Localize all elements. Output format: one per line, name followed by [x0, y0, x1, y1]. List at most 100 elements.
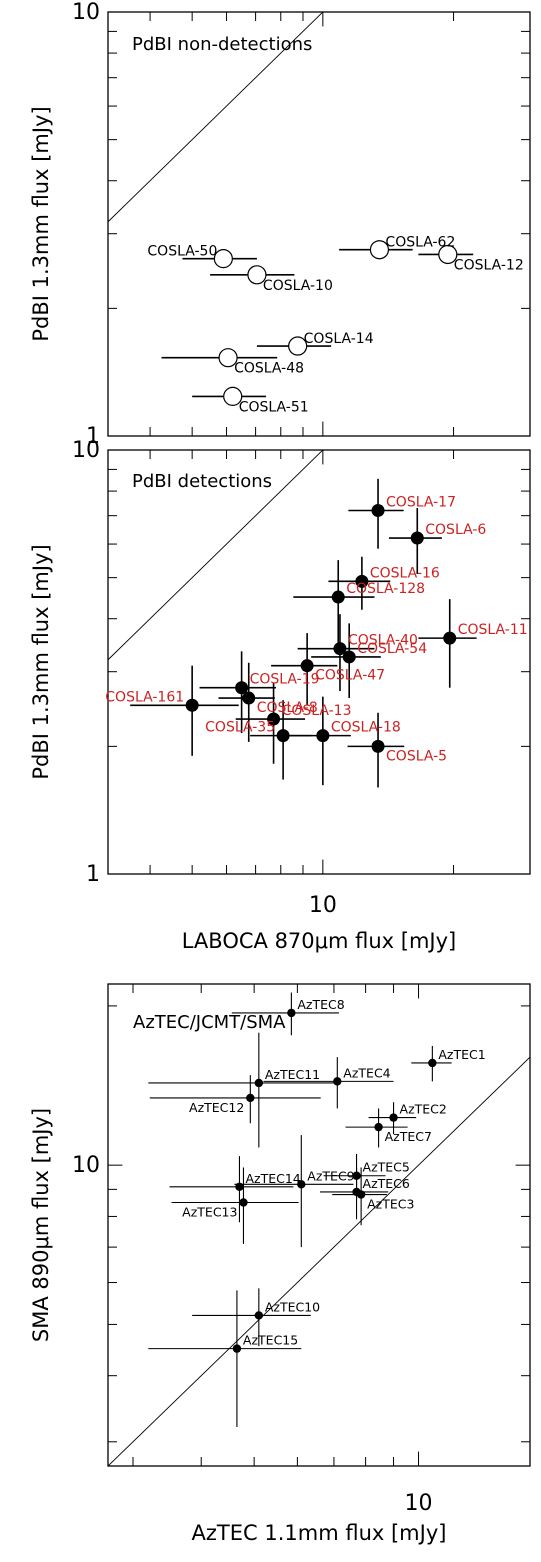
data-point	[182, 249, 257, 269]
point-label: COSLA-35	[205, 720, 275, 736]
point-label: AzTEC8	[297, 997, 344, 1012]
data-point	[368, 1102, 417, 1135]
y-axis-label: PdBI 1.3mm flux [mJy]	[29, 106, 53, 341]
point-label: AzTEC14	[245, 1171, 300, 1186]
data-point	[297, 614, 375, 692]
marker-filled-circle	[371, 739, 385, 753]
panel-title: AzTEC/JCMT/SMA	[133, 1012, 286, 1033]
marker-small-circle	[239, 1198, 248, 1207]
marker-open-circle	[223, 386, 243, 406]
data-point	[250, 700, 312, 780]
data-point	[339, 240, 413, 260]
panel-aztec-jcmt-sma: 10 10 SMA 890μm flux [mJy] AzTEC 1.1mm flux…	[29, 983, 531, 1545]
marker-small-circle	[235, 1182, 244, 1192]
x-tick-label: 10	[309, 893, 337, 918]
plot-frame	[107, 11, 531, 437]
x-axis-label: AzTEC 1.1mm flux [mJy]	[192, 1521, 447, 1545]
panel-title: PdBI non-detections	[132, 34, 312, 55]
data-point	[345, 1108, 408, 1148]
point-label: COSLA-128	[346, 581, 425, 597]
point-label: AzTEC5	[363, 1160, 410, 1175]
data-layer	[108, 992, 530, 1466]
marker-small-circle	[254, 1078, 264, 1088]
y-tick-label: 1	[86, 424, 100, 449]
plot-frame	[107, 449, 531, 875]
marker-filled-circle	[300, 659, 314, 673]
marker-filled-circle	[410, 531, 424, 545]
marker-filled-circle	[267, 712, 281, 726]
data-point	[348, 478, 404, 549]
data-point	[171, 1167, 299, 1244]
data-point	[332, 1167, 387, 1226]
point-label: COSLA-10	[263, 278, 333, 294]
plot-frame	[107, 983, 531, 1467]
data-point	[192, 1288, 311, 1347]
y-tick-label: 1	[86, 862, 100, 887]
marker-open-circle	[438, 244, 458, 265]
data-layer	[108, 12, 474, 406]
marker-open-circle	[369, 240, 390, 260]
data-layer	[108, 450, 477, 788]
data-point	[192, 386, 267, 406]
point-label: AzTEC6	[363, 1176, 410, 1191]
point-label: AzTEC2	[400, 1102, 447, 1117]
data-point	[234, 1135, 354, 1248]
data-point	[256, 336, 332, 356]
marker-filled-circle	[333, 642, 347, 656]
data-point	[218, 662, 275, 742]
y-axis-label: SMA 890μm flux [mJy]	[29, 1108, 53, 1342]
marker-small-circle	[232, 1344, 242, 1353]
point-label: COSLA-16	[370, 565, 440, 581]
data-point	[210, 265, 295, 285]
data-point	[148, 1032, 334, 1148]
y-tick-label: 10	[72, 0, 100, 25]
marker-small-circle	[297, 1180, 306, 1189]
point-label: AzTEC11	[265, 1067, 320, 1082]
point-label: COSLA-5	[386, 748, 447, 764]
marker-open-circle	[218, 348, 238, 368]
marker-filled-circle	[242, 691, 256, 705]
point-label: AzTEC10	[265, 1299, 320, 1314]
point-label: COSLA-161	[105, 689, 184, 705]
marker-open-circle	[247, 265, 267, 285]
point-label: COSLA-11	[458, 622, 528, 638]
marker-small-circle	[374, 1122, 383, 1132]
point-label: AzTEC7	[385, 1129, 432, 1144]
one-to-one-line	[108, 1056, 530, 1466]
point-label: AzTEC13	[182, 1205, 237, 1220]
one-to-one-line	[108, 450, 324, 661]
marker-filled-circle	[235, 681, 249, 695]
point-label: AzTEC9	[307, 1168, 354, 1183]
data-point	[293, 560, 375, 644]
marker-filled-circle	[355, 574, 369, 588]
one-to-one-line	[108, 12, 324, 223]
data-point	[263, 1057, 394, 1109]
data-point	[161, 348, 278, 368]
point-label: COSLA-14	[304, 331, 374, 347]
data-point	[148, 1290, 302, 1427]
point-label: AzTEC3	[367, 1197, 414, 1212]
point-label: COSLA-62	[385, 235, 455, 251]
point-label: COSLA-54	[357, 641, 427, 657]
point-label: COSLA-19	[250, 672, 320, 688]
marker-filled-circle	[331, 590, 345, 604]
marker-small-circle	[246, 1093, 255, 1103]
data-point	[231, 992, 339, 1036]
data-point	[235, 683, 306, 764]
y-tick-label: 10	[72, 1153, 100, 1178]
marker-filled-circle	[371, 503, 385, 517]
data-point	[388, 507, 442, 574]
marker-filled-circle	[185, 698, 199, 712]
data-point	[271, 633, 338, 706]
data-point	[418, 244, 474, 265]
marker-small-circle	[428, 1058, 437, 1068]
x-axis-label: LABOCA 870μm flux [mJy]	[182, 929, 457, 953]
point-label: COSLA-8	[257, 700, 318, 716]
y-axis-label: PdBI 1.3mm flux [mJy]	[29, 544, 53, 779]
marker-small-circle	[333, 1077, 342, 1086]
panel-pdbi-non-detections: 1 10 PdBI 1.3mm flux [mJy] PdBI non-detecti…	[29, 0, 531, 449]
point-label: COSLA-50	[147, 244, 217, 260]
point-label: COSLA-48	[234, 361, 304, 377]
data-point	[411, 1045, 452, 1082]
